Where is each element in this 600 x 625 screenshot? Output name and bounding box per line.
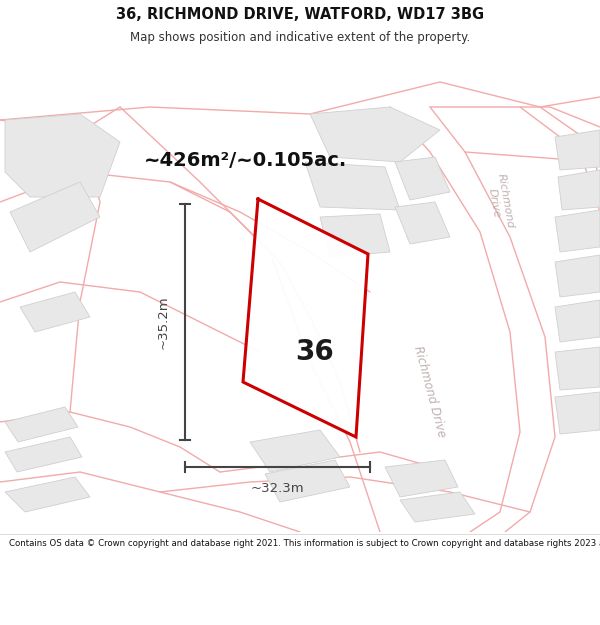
Polygon shape (400, 492, 475, 522)
Text: 36: 36 (296, 338, 334, 366)
Polygon shape (555, 210, 600, 252)
Polygon shape (250, 430, 340, 472)
Text: 36, RICHMOND DRIVE, WATFORD, WD17 3BG: 36, RICHMOND DRIVE, WATFORD, WD17 3BG (116, 7, 484, 22)
Text: ~35.2m: ~35.2m (157, 295, 170, 349)
Polygon shape (555, 300, 600, 342)
Polygon shape (555, 392, 600, 434)
Text: Richmond
Drive: Richmond Drive (485, 173, 515, 231)
Polygon shape (385, 460, 458, 497)
Polygon shape (320, 214, 390, 257)
Text: ~426m²/~0.105ac.: ~426m²/~0.105ac. (143, 151, 347, 169)
Polygon shape (555, 347, 600, 390)
Polygon shape (555, 130, 600, 170)
Text: Contains OS data © Crown copyright and database right 2021. This information is : Contains OS data © Crown copyright and d… (9, 539, 600, 549)
Polygon shape (243, 199, 368, 437)
Polygon shape (5, 437, 82, 472)
Text: Richmond Drive: Richmond Drive (412, 345, 448, 439)
Polygon shape (395, 202, 450, 244)
Polygon shape (5, 114, 120, 197)
Polygon shape (310, 107, 440, 162)
Polygon shape (558, 170, 600, 210)
Polygon shape (5, 477, 90, 512)
Polygon shape (10, 182, 100, 252)
Polygon shape (305, 162, 400, 210)
Polygon shape (265, 460, 350, 502)
Polygon shape (555, 255, 600, 297)
Text: ~32.3m: ~32.3m (251, 482, 304, 496)
Polygon shape (5, 407, 78, 442)
Polygon shape (395, 157, 450, 200)
Text: Map shows position and indicative extent of the property.: Map shows position and indicative extent… (130, 31, 470, 44)
Polygon shape (20, 292, 90, 332)
